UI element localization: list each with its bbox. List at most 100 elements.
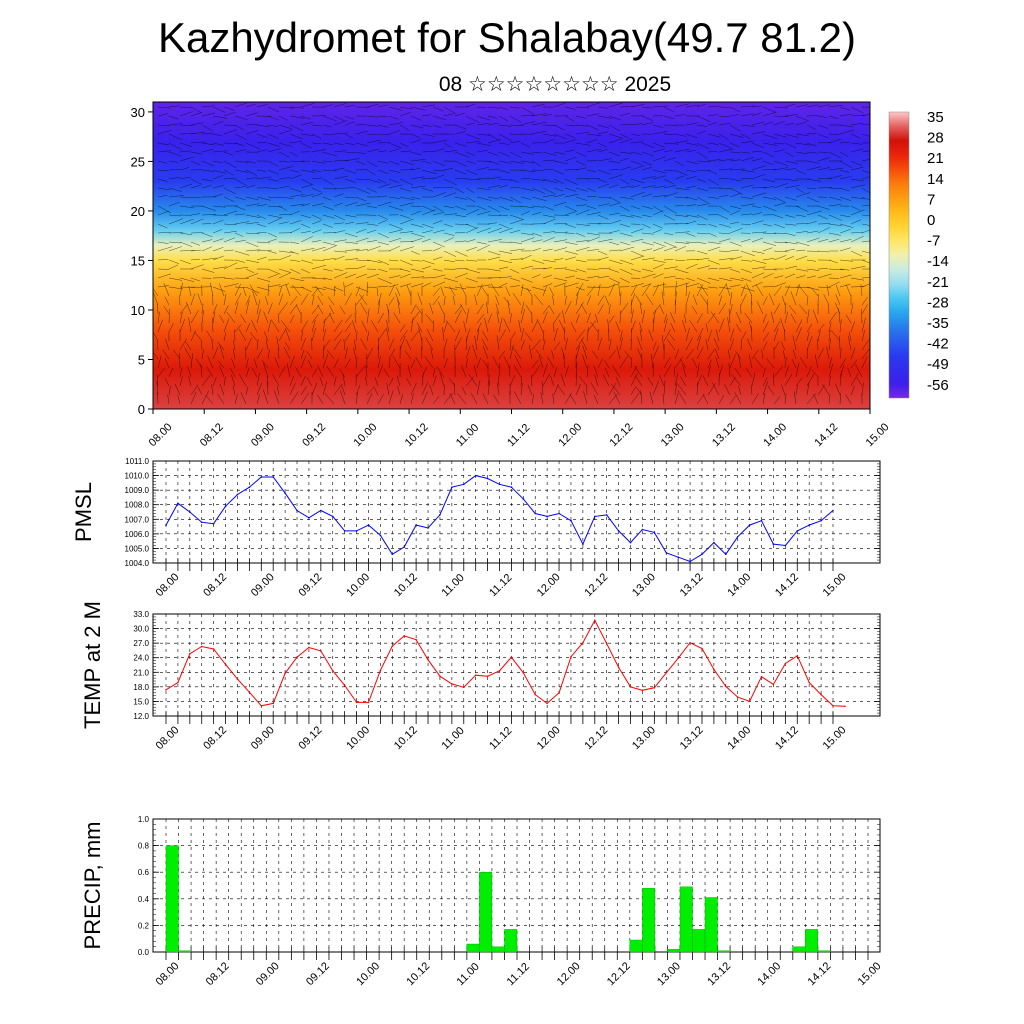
x-tick-label: 11.00 [439,725,466,752]
x-tick-label: 09.12 [297,724,325,752]
colorbar-label: -28 [927,294,949,311]
series-point [224,663,227,666]
x-tick-label: 10.00 [344,724,372,752]
series-point [355,530,358,532]
y-tick-label: 30.0 [133,625,149,634]
x-tick-label: 11.12 [505,422,532,449]
x-tick-label: 13.12 [705,960,733,988]
series-point [760,675,763,678]
precip-bar [792,946,806,953]
series-point [177,681,179,684]
y-tick-label: 15.0 [133,697,149,706]
x-tick-label: 10.12 [392,724,420,752]
x-tick-label: 10.00 [344,571,372,599]
x-tick-label: 08.00 [154,571,182,599]
x-tick-label: 13.12 [678,724,706,752]
x-tick-label: 14.00 [725,724,753,752]
x-tick-label: 14.00 [761,421,789,449]
series-point [546,702,548,705]
series-point [367,524,370,526]
x-tick-label: 10.12 [404,960,432,988]
series-point [689,641,691,644]
x-tick-label: 15.00 [856,960,884,988]
series-point [189,653,191,655]
series-point [486,477,489,480]
y-tick-label: 1005.0 [125,544,150,553]
series-point [439,514,441,516]
series-point [427,658,429,661]
series-point [594,515,596,518]
colorbar-label: -35 [927,315,949,332]
series-point [451,683,453,685]
x-tick-label: 13.00 [655,960,683,988]
series-point [713,541,715,544]
series-point [594,619,596,622]
x-tick-label: 12.00 [535,724,563,752]
series-point [725,553,727,556]
colorbar-gradient [889,112,909,398]
x-tick-label: 13.00 [630,724,658,752]
y-tick-label: 1006.0 [125,530,150,539]
colorbar-label: -14 [927,253,949,270]
series-point [403,546,406,548]
series-point [379,534,382,537]
series-point [236,493,239,496]
x-tick-label: 12.00 [535,571,563,599]
series-point [653,531,656,534]
cross-section-x-axis: 08.00 08.12 09.00 09.12 10.00 10.12 11.00 11.12… [147,409,892,449]
y-tick-label: 0.2 [138,921,150,930]
series-line [165,619,845,707]
temperature-cross-section: 0 5 10 15 20 25 30 08.00 08.12 09.00 09.12 10.00 10… [131,101,892,449]
series-point [748,700,751,703]
precip-bar [679,886,693,953]
series-point [832,509,834,512]
series-point [772,543,775,545]
wind-vectors [153,102,870,405]
series-point [736,696,739,698]
y-tick-label: 1009.0 [125,486,150,495]
series-point [343,684,346,687]
series-point [260,476,263,478]
y-tick-label: 27.0 [133,639,149,648]
series-point [498,483,501,486]
series-point [236,678,239,680]
x-tick-label: 09.12 [300,421,328,449]
x-tick-label: 14.12 [773,571,801,599]
x-tick-label: 11.12 [505,961,532,988]
series-point [796,530,799,532]
series-point [784,544,787,547]
series-point [355,701,358,704]
precip-bar [504,929,518,953]
series-point [451,486,453,489]
series-point [772,683,775,686]
x-tick-label: 12.12 [582,571,610,599]
series-point [736,536,739,538]
series-point [522,498,525,500]
y-tick-label: 0.8 [138,842,150,851]
series-point [391,645,394,647]
series-point [415,524,417,526]
y-tick-label: 1011.0 [125,457,149,466]
precip-bar [692,929,706,953]
series-point [463,686,465,689]
x-tick-label: 11.00 [454,422,481,449]
x-tick-label: 14.00 [755,960,783,988]
series-point [474,474,477,477]
x-tick-label: 14.00 [725,571,753,599]
panel-frame [152,613,881,717]
x-tick-label: 08.12 [198,421,226,449]
series-point [665,552,668,554]
colorbar-label: 7 [927,191,935,208]
series-point [165,524,167,526]
series-point [677,657,679,659]
series-point [189,511,191,513]
y-tick-label: 0.4 [138,895,150,904]
x-tick-label: 12.00 [555,960,583,988]
colorbar: 35 28 21 14 7 0 -7 -14 -21 -28 -35 -42 -49 -56 [888,109,949,399]
series-point [808,681,810,684]
series-point [379,669,382,672]
y-tick-label: 15 [131,253,145,268]
series-point [605,642,608,645]
series-point [224,505,227,508]
series-point [165,689,167,691]
